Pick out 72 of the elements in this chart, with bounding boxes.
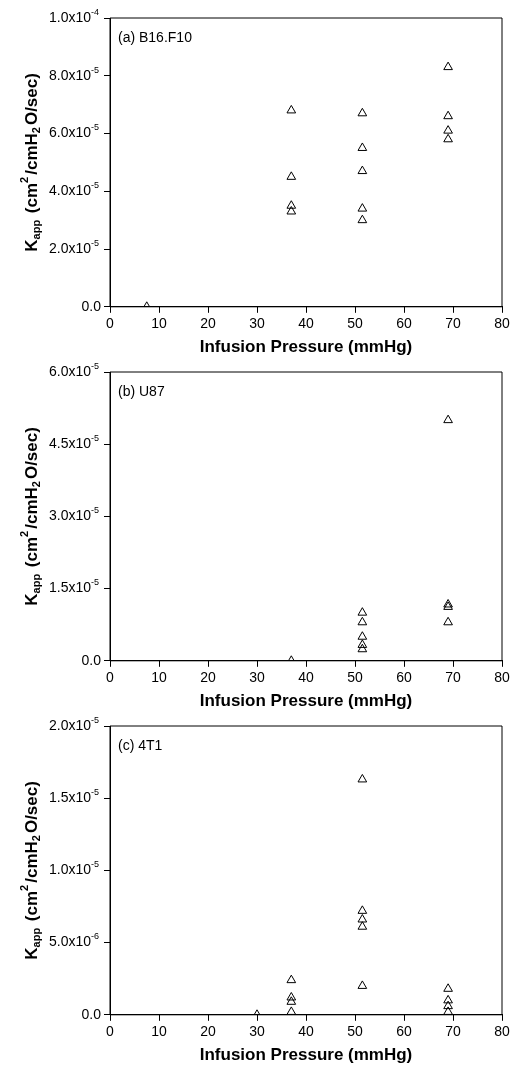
point [286,974,297,984]
point [443,994,453,1004]
x-axis-title: Infusion Pressure (mmHg) [199,337,413,357]
y-tick-label: 0.0 [81,651,102,668]
x-tick-label: 20 [200,315,216,332]
x-tick-label: 10 [151,669,167,686]
x-tick-label: 80 [494,669,510,686]
point [357,914,368,923]
point [443,61,453,71]
point [443,133,453,143]
point [286,104,297,114]
x-tick-label: 30 [249,315,265,332]
point [357,142,368,151]
point [357,107,368,117]
x-tick-label: 20 [200,669,216,686]
annotation: (c) 4T1 [118,736,163,753]
point [357,165,368,175]
y-axis-title: Kapp (cm2/cmH2O/sec) [18,781,43,960]
point [443,616,453,626]
x-tick-label: 50 [347,669,363,686]
point [443,110,453,120]
point [357,639,368,648]
point [443,125,453,134]
x-tick-label: 10 [151,315,167,332]
x-tick-label: 40 [298,669,314,686]
x-tick-label: 60 [396,669,412,686]
x-tick-label: 80 [494,315,510,332]
x-tick-label: 10 [151,1023,167,1040]
point [443,1006,453,1015]
x-tick-label: 0 [106,315,115,332]
x-tick-label: 0 [106,669,115,686]
x-axis-title: Infusion Pressure (mmHg) [199,691,413,711]
point [286,996,297,1005]
annotation: (a) B16.F10 [118,28,193,45]
y-tick-label: 0.0 [81,1005,102,1022]
annotation: (b) U87 [118,382,165,399]
point [357,643,368,653]
x-tick-label: 50 [347,1023,363,1040]
point [357,921,368,930]
point [443,414,453,424]
point [443,983,453,992]
x-tick-label: 40 [298,315,314,332]
x-tick-label: 20 [200,1023,216,1040]
point [443,1000,453,1010]
y-axis-title: Kapp (cm2/cmH2O/sec) [18,73,43,252]
point [357,203,368,212]
point [357,905,368,914]
x-tick-label: 30 [249,1023,265,1040]
point [286,200,297,209]
x-tick-label: 30 [249,669,265,686]
x-tick-label: 50 [347,315,363,332]
x-axis-title: Infusion Pressure (mmHg) [199,1045,413,1065]
y-axis-title: Kapp (cm2/cmH2O/sec) [18,427,43,606]
x-tick-label: 40 [298,1023,314,1040]
point [357,773,368,783]
point [286,171,297,180]
x-tick-label: 70 [445,669,461,686]
x-tick-label: 80 [494,1023,510,1040]
point [286,206,297,215]
x-tick-label: 0 [106,1023,115,1040]
x-tick-label: 70 [445,315,461,332]
point [357,616,368,626]
point [357,214,368,224]
x-tick-label: 60 [396,1023,412,1040]
point [286,1006,297,1015]
y-tick-label: 0.0 [81,297,102,314]
point [286,991,297,1001]
point [357,631,368,640]
point [357,980,368,989]
x-tick-label: 60 [396,315,412,332]
point [357,607,368,616]
x-tick-label: 70 [445,1023,461,1040]
